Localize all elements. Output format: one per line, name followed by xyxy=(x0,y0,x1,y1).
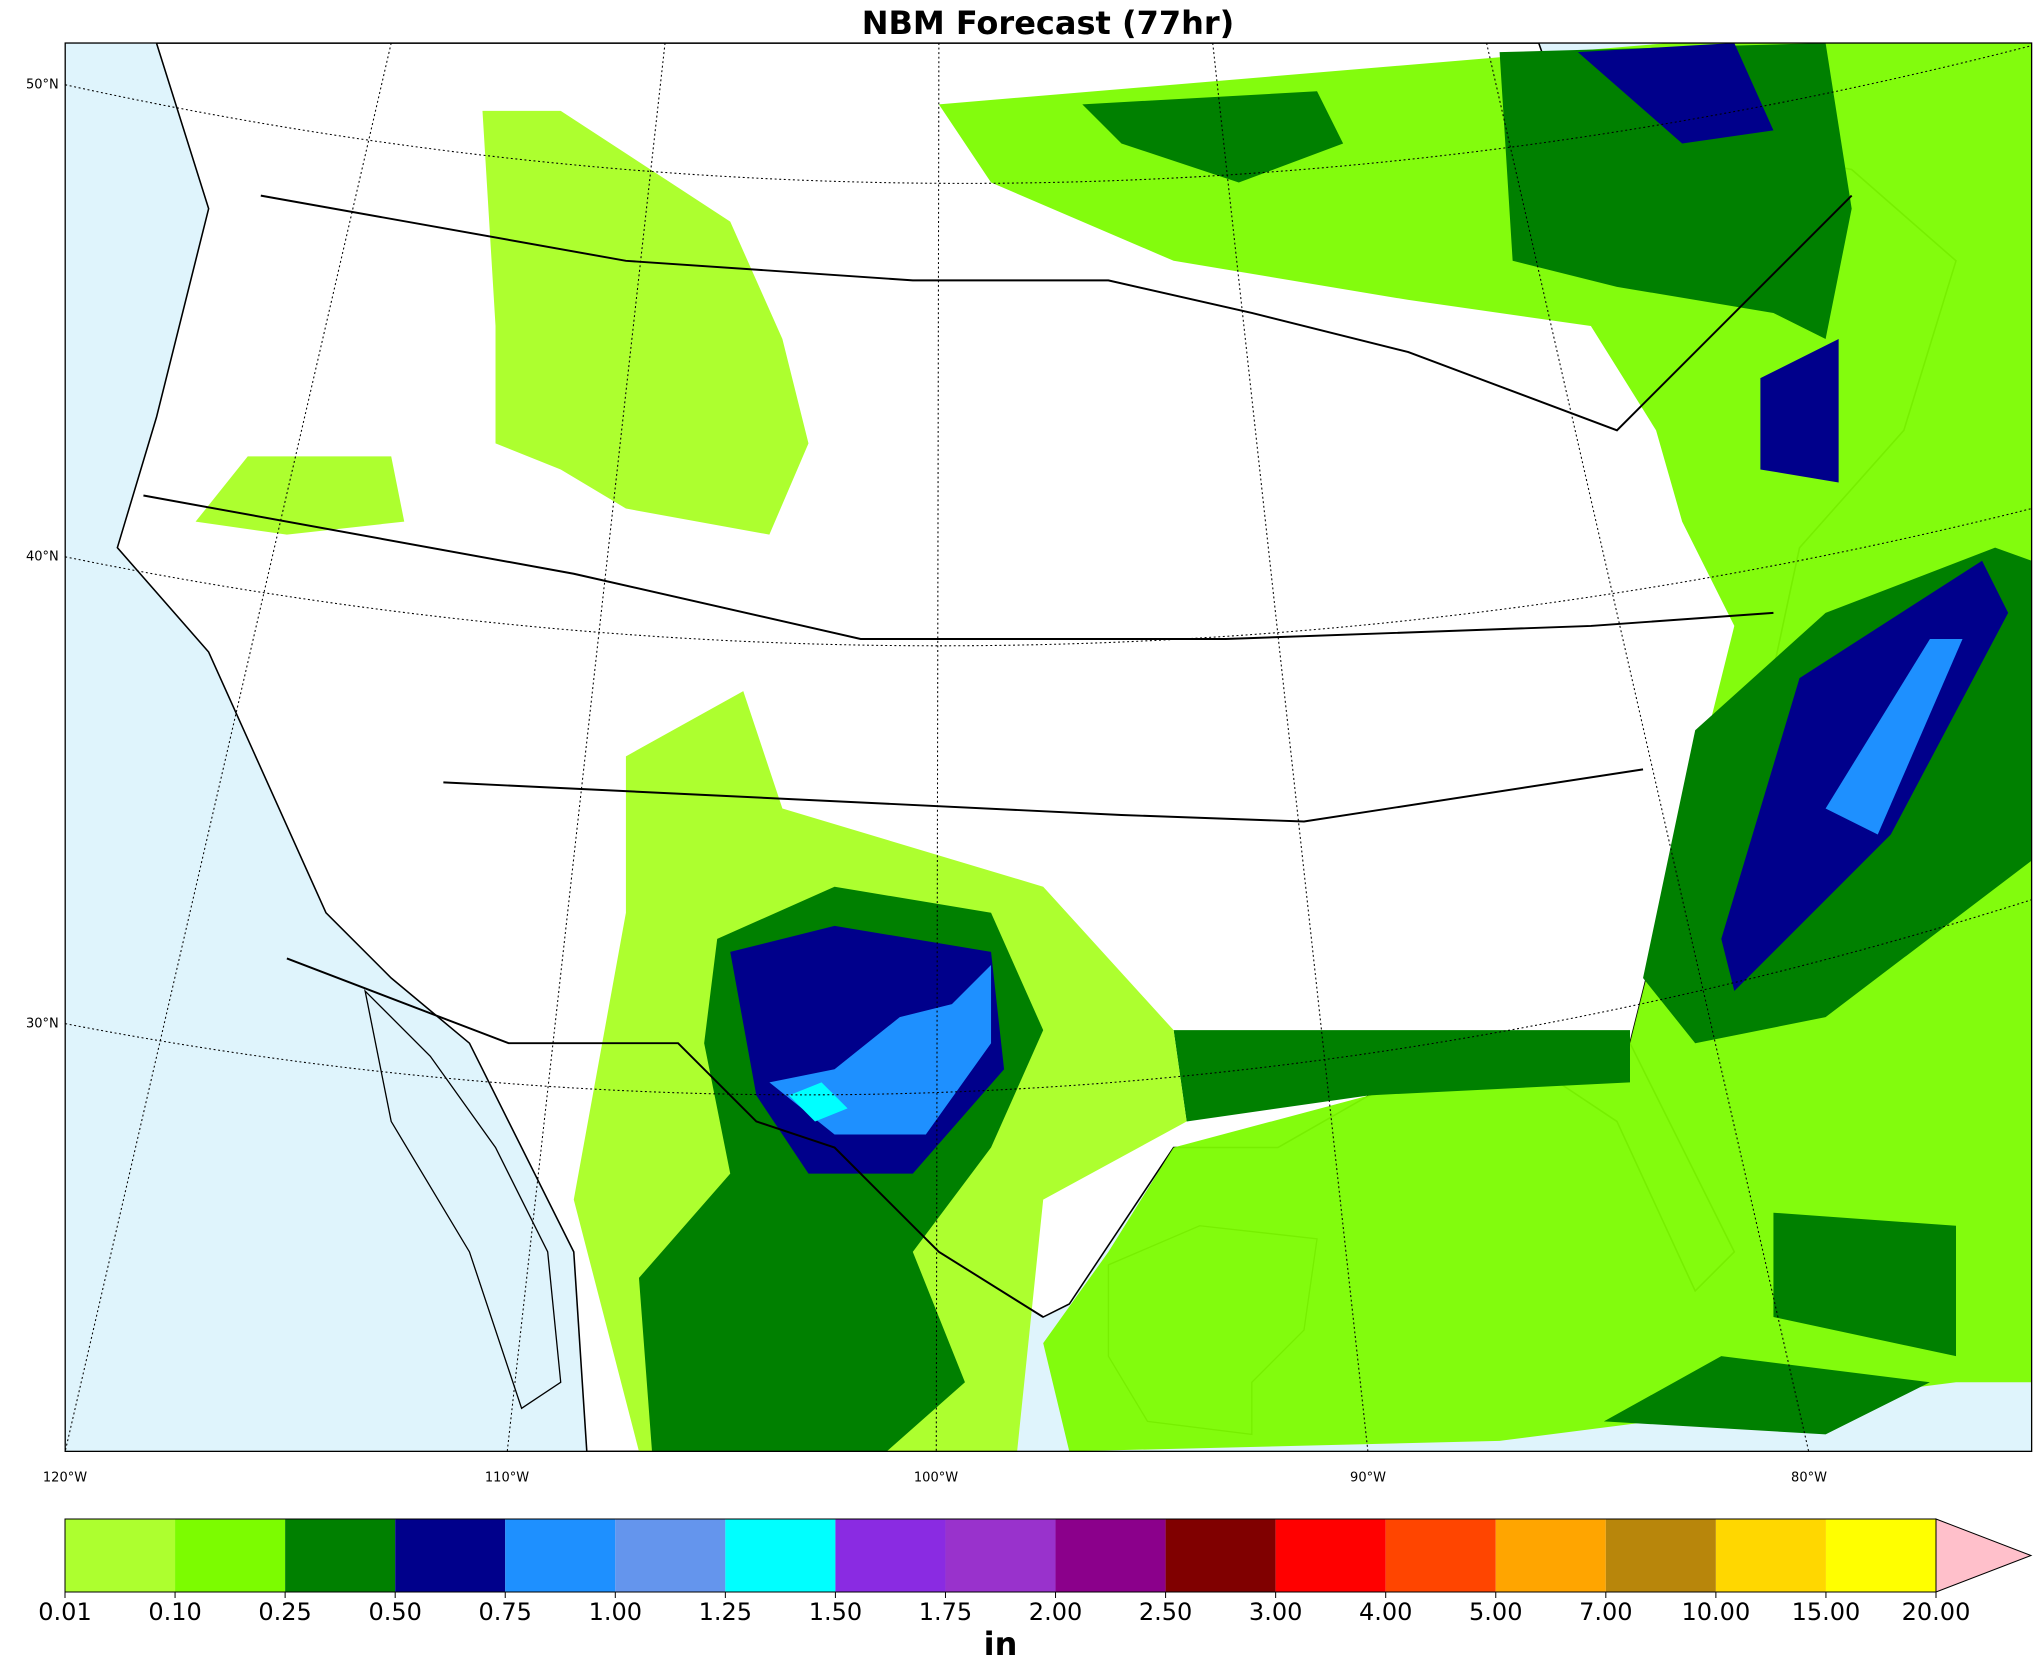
colorbar-tick-label: 2.00 xyxy=(1029,1598,1082,1626)
colorbar-tick-label: 20.00 xyxy=(1902,1598,1971,1626)
colorbar-segment xyxy=(1275,1519,1386,1592)
precip-075 xyxy=(1825,638,1963,835)
colorbar-segment xyxy=(945,1519,1056,1592)
colorbar-segment xyxy=(1715,1519,1826,1592)
gulf-california xyxy=(364,989,562,1410)
precip-tx-125 xyxy=(788,1082,848,1122)
colorbar-tick-label: 5.00 xyxy=(1469,1598,1522,1626)
colorbar-segment xyxy=(1055,1519,1166,1592)
lon-label: 120°W xyxy=(43,1471,87,1486)
lat-label: 40°N xyxy=(26,550,59,565)
colorbar-segment xyxy=(65,1519,176,1592)
lon-label: 100°W xyxy=(914,1471,958,1486)
graticule xyxy=(65,43,2032,1452)
colorbar-segment xyxy=(1385,1519,1496,1592)
colorbar-segment xyxy=(1605,1519,1716,1592)
colorbar-tick-label: 0.01 xyxy=(38,1598,91,1626)
colorbar-tick-label: 3.00 xyxy=(1249,1598,1302,1626)
precip-025 xyxy=(1082,43,2032,1435)
colorbar-tick-label: 0.10 xyxy=(148,1598,201,1626)
colorbar-tick-label: 0.25 xyxy=(258,1598,311,1626)
colorbar-segment xyxy=(285,1519,396,1592)
colorbar-segment xyxy=(505,1519,616,1592)
colorbar-tick-label: 0.50 xyxy=(368,1598,421,1626)
colorbar-tick-label: 1.75 xyxy=(919,1598,972,1626)
colorbar-tick-label: 1.00 xyxy=(589,1598,642,1626)
colorbar-tick-label: 10.00 xyxy=(1682,1598,1751,1626)
colorbar-frame xyxy=(64,1518,1937,1593)
colorbar-segment xyxy=(615,1519,726,1592)
colorbar-tick-label: 4.00 xyxy=(1359,1598,1412,1626)
colorbar-tick-label: 1.25 xyxy=(699,1598,752,1626)
colorbar-segment xyxy=(395,1519,506,1592)
colorbar-segment xyxy=(1495,1519,1606,1592)
precip-east xyxy=(938,43,2032,1452)
title: NBM Forecast (77hr) xyxy=(862,4,1235,42)
colorbar-segment xyxy=(1165,1519,1276,1592)
map-frame xyxy=(64,42,2033,1453)
lat-label: 50°N xyxy=(26,78,59,93)
borders xyxy=(143,194,1853,1318)
colorbar-tick-label: 1.50 xyxy=(809,1598,862,1626)
lon-label: 90°W xyxy=(1350,1471,1386,1486)
colorbar-segment xyxy=(175,1519,286,1592)
colorbar-tick-label: 2.50 xyxy=(1139,1598,1192,1626)
colorbar-segment xyxy=(1825,1519,1936,1592)
colorbar-segment xyxy=(725,1519,836,1592)
lon-label: 110°W xyxy=(485,1471,529,1486)
colorbar-tick-label: 15.00 xyxy=(1792,1598,1861,1626)
colorbar-segment xyxy=(835,1519,946,1592)
lon-label: 80°W xyxy=(1791,1471,1827,1486)
lat-label: 30°N xyxy=(26,1017,59,1032)
colorbar-tick-label: 0.75 xyxy=(479,1598,532,1626)
colorbar-tick-label: 7.00 xyxy=(1579,1598,1632,1626)
map xyxy=(64,42,2033,1453)
colorbar-label: in xyxy=(984,1625,1018,1663)
colorbar-extension xyxy=(1935,1518,2033,1593)
